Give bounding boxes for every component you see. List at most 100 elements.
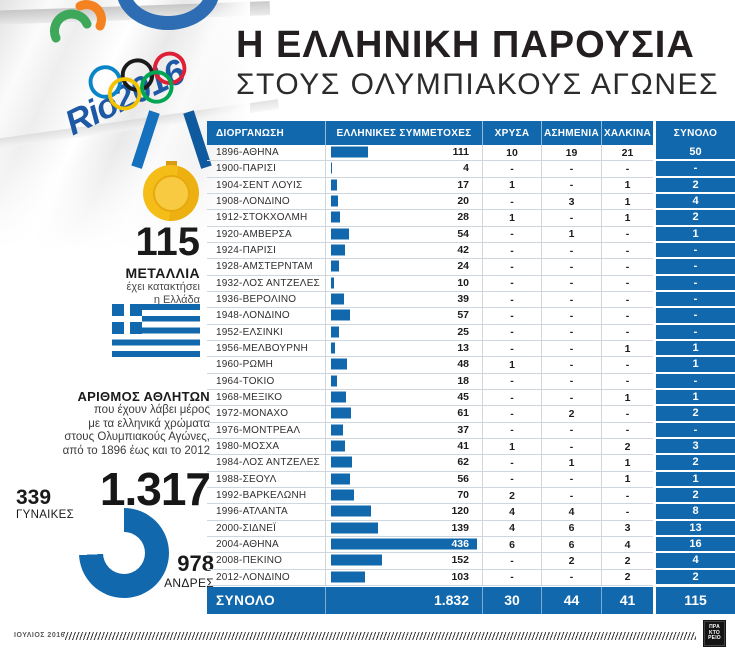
cell-silver: - xyxy=(541,569,601,586)
participation-bar xyxy=(331,505,372,517)
cell-silver: 2 xyxy=(541,406,601,423)
cell-bronze: - xyxy=(601,242,653,260)
athletes-desc-line: με τα ελληνικά χρώματα xyxy=(88,417,210,430)
cell-silver: - xyxy=(541,389,601,407)
cell-bronze: 2 xyxy=(601,569,653,586)
col-header-total: ΣΥΝΟΛΟ xyxy=(653,121,735,145)
athletes-heading: ΑΡΙΘΜΟΣ ΑΘΛΗΤΩΝ xyxy=(77,389,210,404)
table-row: 1968-ΜΕΞΙΚΟ 45- -1 1 xyxy=(207,389,735,407)
cell-total: 2 xyxy=(653,569,735,586)
participation-value: 25 xyxy=(457,325,469,338)
cell-participations: 62 xyxy=(325,455,482,472)
participation-bar xyxy=(331,228,350,240)
table-row: 1952-ΕΛΣΙΝΚΙ 25- - - - xyxy=(207,324,735,341)
women-stat: 339 ΓΥΝΑΙΚΕΣ xyxy=(16,487,106,521)
cell-silver: 2 xyxy=(541,553,601,570)
participation-bar xyxy=(331,407,352,419)
cell-participations: 103 xyxy=(325,569,482,586)
cell-bronze: - xyxy=(601,291,653,309)
medals-total-block: 115 ΜΕΤΑΛΛΙΑ έχει κατακτήσει η Ελλάδα xyxy=(30,222,201,307)
athletes-desc-line: που έχουν λάβει μέρος xyxy=(93,404,210,416)
cell-total: 2 xyxy=(653,455,735,471)
donut-hole xyxy=(103,532,145,574)
men-stat: 978 ΑΝΔΡΕΣ xyxy=(150,551,214,591)
cell-gold: - xyxy=(482,373,541,390)
cell-bronze: - xyxy=(601,259,653,276)
cell-total: 2 xyxy=(653,210,735,226)
cell-total: 2 xyxy=(653,177,735,194)
cell-participations: 70 xyxy=(325,487,482,505)
table-row: 1936-ΒΕΡΟΛΙΝΟ 39- - - - xyxy=(207,291,735,309)
cell-silver: - xyxy=(541,373,601,390)
cell-gold: - xyxy=(482,226,541,243)
cell-gold: 10 xyxy=(482,145,541,162)
participation-bar xyxy=(331,277,335,289)
cell-games: 1920-ΑΜΒΕΡΣΑ xyxy=(207,227,325,243)
cell-silver: - xyxy=(541,308,601,325)
participation-bar xyxy=(331,293,345,305)
cell-bronze: 1 xyxy=(601,389,653,407)
cell-participations: 54 xyxy=(325,226,482,243)
cell-games: 1960-ΡΩΜΗ xyxy=(207,357,325,374)
cell-silver: - xyxy=(541,471,601,488)
cell-silver: 4 xyxy=(541,504,601,521)
participation-value: 139 xyxy=(451,521,469,534)
table-row: 1896-ΑΘΗΝΑ 111 10 19 21 50 xyxy=(207,145,735,162)
participation-bar xyxy=(331,326,340,338)
athletes-block: ΑΡΙΘΜΟΣ ΑΘΛΗΤΩΝ που έχουν λάβει μέρος με… xyxy=(8,389,211,512)
cell-games: 1928-ΑΜΣΤΕΡΝΤΑΜ xyxy=(207,259,325,276)
rio-logo-swirl-icon xyxy=(50,0,106,43)
participation-bar xyxy=(331,146,369,158)
cell-bronze: 21 xyxy=(601,145,653,162)
cell-participations: 4 xyxy=(325,161,482,178)
cell-silver: - xyxy=(541,210,601,227)
participation-bar xyxy=(331,195,338,207)
cell-participations: 20 xyxy=(325,193,482,211)
participation-bar xyxy=(331,424,344,436)
table-row: 2000-ΣΙΔΝΕΪ 139 4 6 3 13 xyxy=(207,520,735,537)
men-value: 978 xyxy=(177,551,214,576)
col-header-games: ΔΙΟΡΓΑΝΩΣΗ xyxy=(216,127,285,139)
participation-value: 17 xyxy=(457,178,469,191)
table-row: 1988-ΣΕΟΥΛ 56- -1 1 xyxy=(207,471,735,488)
total-label: ΣΥΝΟΛΟ xyxy=(216,592,276,608)
participation-value: 120 xyxy=(451,505,469,518)
table-row: 1924-ΠΑΡΙΣΙ 42- - - - xyxy=(207,242,735,260)
table-row: 2012-ΛΟΝΔΙΝΟ 103- -2 2 xyxy=(207,569,735,586)
participation-value: 37 xyxy=(457,423,469,436)
participation-bar xyxy=(331,179,337,191)
table-row: 1932-ΛΟΣ ΑΝΤΖΕΛΕΣ 10- - - - xyxy=(207,275,735,292)
table-row: 1920-ΑΜΒΕΡΣΑ 54-1-1 xyxy=(207,226,735,243)
participation-bar xyxy=(331,489,355,501)
cell-participations: 18 xyxy=(325,373,482,390)
cell-participations: 25 xyxy=(325,324,482,341)
participation-bar xyxy=(331,358,348,370)
table-row: 1976-ΜΟΝΤΡΕΑΛ 37- - - - xyxy=(207,422,735,439)
participation-bar xyxy=(331,391,347,403)
cell-bronze: - xyxy=(601,487,653,505)
participation-value: 152 xyxy=(451,554,469,567)
title-line2: ΣΤΟΥΣ ΟΛΥΜΠΙΑΚΟΥΣ ΑΓΩΝΕΣ xyxy=(236,67,720,101)
table-body: 1896-ΑΘΗΝΑ 111 10 19 21 50 1900-ΠΑΡΙΣΙ 4- - - -190… xyxy=(207,145,735,586)
cell-bronze: - xyxy=(601,308,653,325)
cell-silver: 1 xyxy=(541,455,601,472)
cell-gold: - xyxy=(482,291,541,309)
participation-value: 20 xyxy=(457,195,469,208)
footer-hatch-divider xyxy=(64,632,696,640)
table-row: 1960-ΡΩΜΗ 48 1- -1 xyxy=(207,357,735,374)
cell-total: - xyxy=(653,291,735,308)
participation-value: 24 xyxy=(457,260,469,273)
cell-games: 1980-ΜΟΣΧΑ xyxy=(207,439,325,456)
table-row: 1908-ΛΟΝΔΙΝΟ 20-3 1 4 xyxy=(207,193,735,211)
cell-gold: 1 xyxy=(482,357,541,374)
cell-games: 2000-ΣΙΔΝΕΪ xyxy=(207,521,325,537)
participation-bar xyxy=(331,473,350,485)
participation-bar xyxy=(331,244,346,256)
cell-games: 1992-ΒΑΡΚΕΛΩΝΗ xyxy=(207,488,325,505)
participation-bar xyxy=(331,554,382,566)
cell-gold: - xyxy=(482,406,541,423)
cell-gold: - xyxy=(482,308,541,325)
cell-games: 1972-ΜΟΝΑΧΟ xyxy=(207,406,325,423)
cell-total: 13 xyxy=(653,520,735,537)
olympics-table: ΔΙΟΡΓΑΝΩΣΗ ΕΛΛΗΝΙΚΕΣ ΣΥΜΜΕΤΟΧΕΣ ΧΡΥΣΑ ΑΣ… xyxy=(207,121,735,614)
